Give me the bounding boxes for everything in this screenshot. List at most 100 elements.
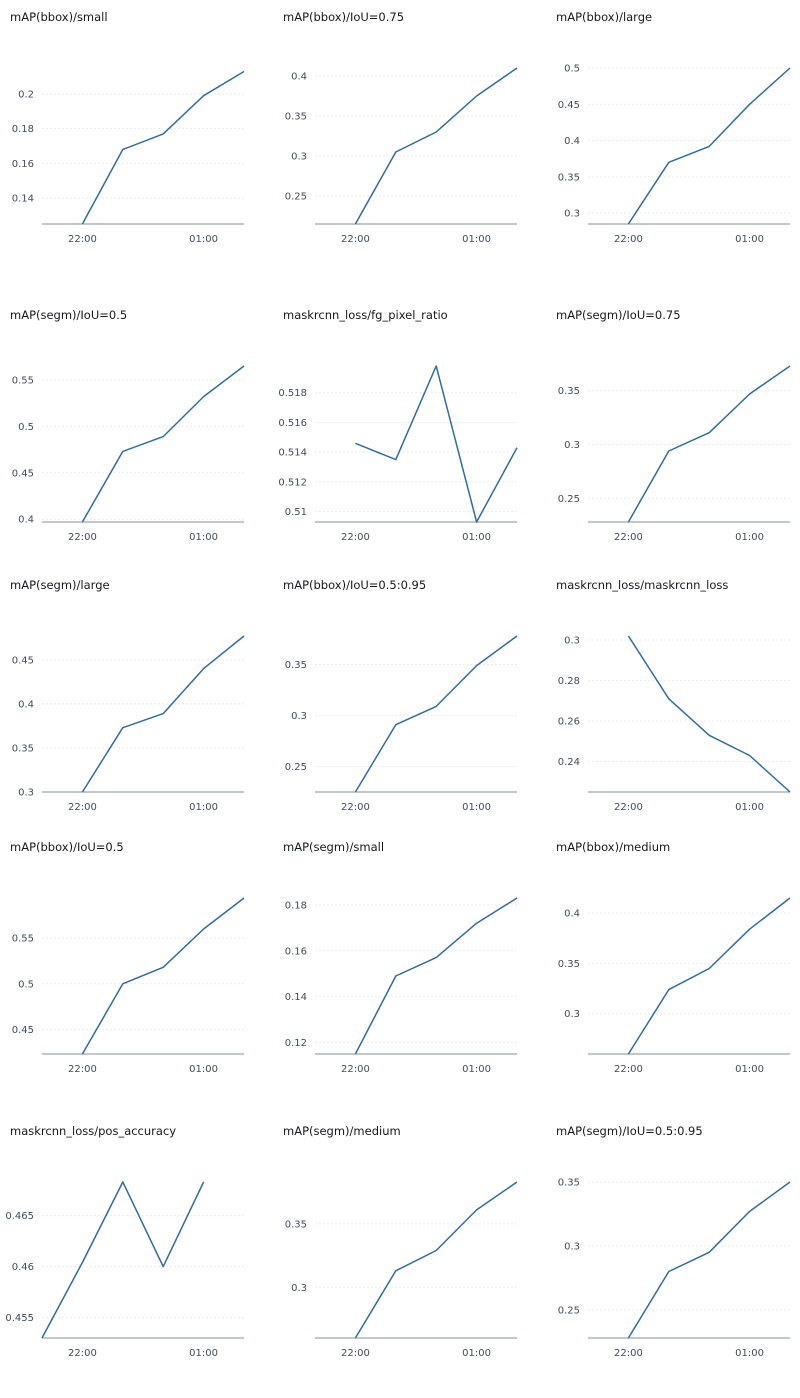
y-tick-label: 0.516 bbox=[278, 418, 307, 429]
y-tick-label: 0.3 bbox=[18, 788, 34, 799]
line-chart: 0.25 0.3 0.35 0.4 22:00 01:00 bbox=[285, 67, 518, 245]
x-tick-label: 01:00 bbox=[462, 1348, 491, 1359]
chart-title: mAP(bbox)/IoU=0.5 bbox=[10, 840, 124, 854]
x-tick-label: 22:00 bbox=[614, 532, 643, 543]
y-tick-label: 0.3 bbox=[564, 440, 580, 451]
x-tick-label: 22:00 bbox=[614, 802, 643, 813]
y-tick-label: 0.2 bbox=[18, 90, 34, 101]
chart-panel: maskrcnn_loss/pos_accuracy 0.455 0.46 0.465… bbox=[5, 1124, 248, 1394]
y-tick-label: 0.45 bbox=[12, 655, 34, 666]
y-tick-label: 0.512 bbox=[278, 477, 307, 488]
x-tick-label: 01:00 bbox=[462, 802, 491, 813]
x-tick-label: 22:00 bbox=[341, 532, 370, 543]
x-tick-label: 01:00 bbox=[462, 1064, 491, 1075]
line-chart: 0.3 0.35 22:00 01:00 bbox=[285, 1181, 518, 1359]
x-tick-label: 01:00 bbox=[735, 532, 764, 543]
y-tick-label: 0.45 bbox=[12, 468, 34, 479]
line-chart: 0.51 0.512 0.514 0.516 0.518 22:00 01:00 bbox=[278, 365, 518, 543]
chart-title: mAP(bbox)/medium bbox=[556, 840, 671, 854]
x-tick-label: 22:00 bbox=[68, 532, 97, 543]
x-tick-label: 01:00 bbox=[189, 532, 218, 543]
x-tick-label: 01:00 bbox=[735, 802, 764, 813]
chart-title: mAP(segm)/IoU=0.5:0.95 bbox=[556, 1124, 703, 1138]
x-tick-label: 22:00 bbox=[68, 802, 97, 813]
line-chart: 0.4 0.45 0.5 0.55 22:00 01:00 bbox=[12, 365, 245, 543]
chart-panel: mAP(bbox)/IoU=0.75 0.25 0.3 0.35 0.4 22:00 01:… bbox=[281, 10, 521, 280]
x-tick-label: 01:00 bbox=[189, 1064, 218, 1075]
chart-title: mAP(segm)/IoU=0.75 bbox=[556, 308, 681, 322]
y-tick-label: 0.28 bbox=[558, 676, 580, 687]
y-tick-label: 0.12 bbox=[285, 1038, 307, 1049]
y-tick-label: 0.35 bbox=[12, 743, 34, 754]
y-tick-label: 0.51 bbox=[285, 507, 307, 518]
chart-panel: maskrcnn_loss/fg_pixel_ratio 0.51 0.512 0.5… bbox=[278, 308, 521, 578]
y-tick-label: 0.3 bbox=[291, 711, 307, 722]
y-tick-label: 0.24 bbox=[558, 757, 580, 768]
x-tick-label: 01:00 bbox=[189, 1348, 218, 1359]
x-tick-label: 22:00 bbox=[614, 1348, 643, 1359]
y-tick-label: 0.4 bbox=[18, 515, 34, 526]
x-tick-label: 01:00 bbox=[189, 234, 218, 245]
chart-title: mAP(bbox)/small bbox=[10, 10, 108, 24]
line-chart: 0.3 0.35 0.4 0.45 22:00 01:00 bbox=[12, 635, 245, 813]
chart-title: maskrcnn_loss/pos_accuracy bbox=[10, 1124, 177, 1138]
chart-panel: maskrcnn_loss/maskrcnn_loss 0.24 0.26 0.28 0… bbox=[554, 578, 794, 848]
series-line bbox=[354, 897, 518, 1055]
y-tick-label: 0.35 bbox=[558, 959, 580, 970]
y-tick-label: 0.4 bbox=[291, 72, 307, 83]
x-tick-label: 01:00 bbox=[735, 234, 764, 245]
y-tick-label: 0.455 bbox=[5, 1313, 34, 1324]
series-line bbox=[627, 365, 791, 523]
y-tick-label: 0.55 bbox=[12, 934, 34, 945]
series-line bbox=[627, 1181, 791, 1339]
chart-panel: mAP(bbox)/large 0.3 0.35 0.4 0.45 0.5 22:00 01:… bbox=[554, 10, 794, 280]
y-tick-label: 0.45 bbox=[558, 100, 580, 111]
chart-panel: mAP(segm)/IoU=0.5 0.4 0.45 0.5 0.55 22:00 01:0… bbox=[8, 308, 248, 578]
y-tick-label: 0.16 bbox=[285, 946, 307, 957]
y-tick-label: 0.465 bbox=[5, 1211, 34, 1222]
y-tick-label: 0.25 bbox=[558, 1305, 580, 1316]
series-line bbox=[81, 365, 245, 523]
chart-title: maskrcnn_loss/maskrcnn_loss bbox=[556, 578, 729, 592]
x-tick-label: 01:00 bbox=[735, 1348, 764, 1359]
series-line bbox=[81, 70, 245, 225]
x-tick-label: 01:00 bbox=[462, 234, 491, 245]
line-chart: 0.45 0.5 0.55 22:00 01:00 bbox=[12, 897, 245, 1075]
series-line bbox=[354, 635, 518, 793]
line-chart: 0.14 0.16 0.18 0.2 22:00 01:00 bbox=[12, 70, 245, 245]
line-chart: 0.3 0.35 0.4 22:00 01:00 bbox=[558, 897, 791, 1075]
y-tick-label: 0.55 bbox=[12, 375, 34, 386]
chart-panel: mAP(bbox)/IoU=0.5 0.45 0.5 0.55 22:00 01:00 bbox=[8, 840, 248, 1110]
chart-title: mAP(bbox)/IoU=0.5:0.95 bbox=[283, 578, 427, 592]
chart-panel: mAP(segm)/IoU=0.75 0.25 0.3 0.35 22:00 01:00 bbox=[554, 308, 794, 578]
y-tick-label: 0.26 bbox=[558, 717, 580, 728]
line-chart: 0.455 0.46 0.465 22:00 01:00 bbox=[5, 1181, 244, 1359]
y-tick-label: 0.18 bbox=[12, 124, 34, 135]
chart-title: mAP(bbox)/IoU=0.75 bbox=[283, 10, 405, 24]
chart-panel: mAP(segm)/IoU=0.5:0.95 0.25 0.3 0.35 22:00 01… bbox=[554, 1124, 794, 1394]
line-chart: 0.24 0.26 0.28 0.3 22:00 01:00 bbox=[558, 636, 791, 813]
y-tick-label: 0.518 bbox=[278, 388, 307, 399]
y-tick-label: 0.16 bbox=[12, 159, 34, 170]
y-tick-label: 0.3 bbox=[564, 209, 580, 220]
chart-panel: mAP(bbox)/IoU=0.5:0.95 0.25 0.3 0.35 22:00 01… bbox=[281, 578, 521, 848]
x-tick-label: 22:00 bbox=[68, 234, 97, 245]
y-tick-label: 0.35 bbox=[558, 386, 580, 397]
y-tick-label: 0.3 bbox=[564, 1241, 580, 1252]
series-line bbox=[354, 67, 518, 225]
y-tick-label: 0.3 bbox=[564, 1009, 580, 1020]
series-line bbox=[81, 635, 245, 793]
y-tick-label: 0.35 bbox=[285, 1219, 307, 1230]
chart-panel: mAP(bbox)/medium 0.3 0.35 0.4 22:00 01:00 bbox=[554, 840, 794, 1110]
y-tick-label: 0.4 bbox=[18, 699, 34, 710]
chart-panel: mAP(segm)/small 0.12 0.14 0.16 0.18 22:00 01:0… bbox=[281, 840, 521, 1110]
series-line bbox=[41, 1181, 205, 1339]
chart-panel: mAP(bbox)/small 0.14 0.16 0.18 0.2 22:00 01:00 bbox=[8, 10, 248, 280]
y-tick-label: 0.3 bbox=[291, 152, 307, 163]
y-tick-label: 0.3 bbox=[564, 636, 580, 647]
line-chart: 0.25 0.3 0.35 22:00 01:00 bbox=[558, 365, 791, 543]
x-tick-label: 22:00 bbox=[341, 802, 370, 813]
line-chart: 0.25 0.3 0.35 22:00 01:00 bbox=[285, 635, 518, 813]
x-tick-label: 01:00 bbox=[462, 532, 491, 543]
